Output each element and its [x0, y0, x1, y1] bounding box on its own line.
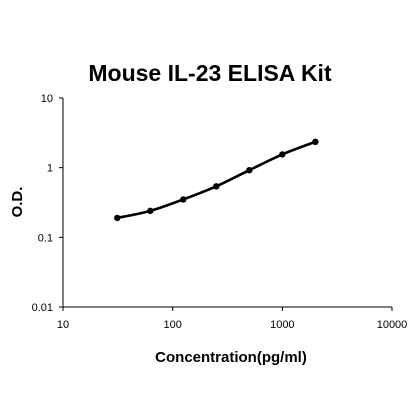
- axes: 0.01 0.1 1 10 10 100 1000 10000: [32, 93, 408, 331]
- y-tick-label: 10: [41, 93, 53, 105]
- data-point: [213, 183, 220, 190]
- data-point: [246, 166, 253, 174]
- data-point: [114, 214, 121, 222]
- y-tick-label: 0.1: [38, 232, 53, 244]
- data-point: [279, 151, 286, 158]
- plot-area: [114, 138, 319, 222]
- y-tick-label: 1: [47, 163, 53, 175]
- x-tick-label: 10000: [377, 319, 408, 331]
- data-point: [312, 138, 319, 146]
- chart-title: Mouse IL-23 ELISA Kit: [88, 60, 332, 86]
- x-tick-label: 100: [163, 319, 181, 331]
- series-line: [115, 140, 317, 220]
- y-axis-label: O.D.: [9, 187, 26, 218]
- x-tick-label: 1000: [270, 319, 294, 331]
- x-tick-label: 10: [57, 319, 69, 331]
- x-axis-label: Concentration(pg/ml): [155, 349, 307, 366]
- data-point: [180, 196, 187, 203]
- y-tick-label: 0.01: [32, 302, 53, 314]
- data-point: [147, 207, 154, 215]
